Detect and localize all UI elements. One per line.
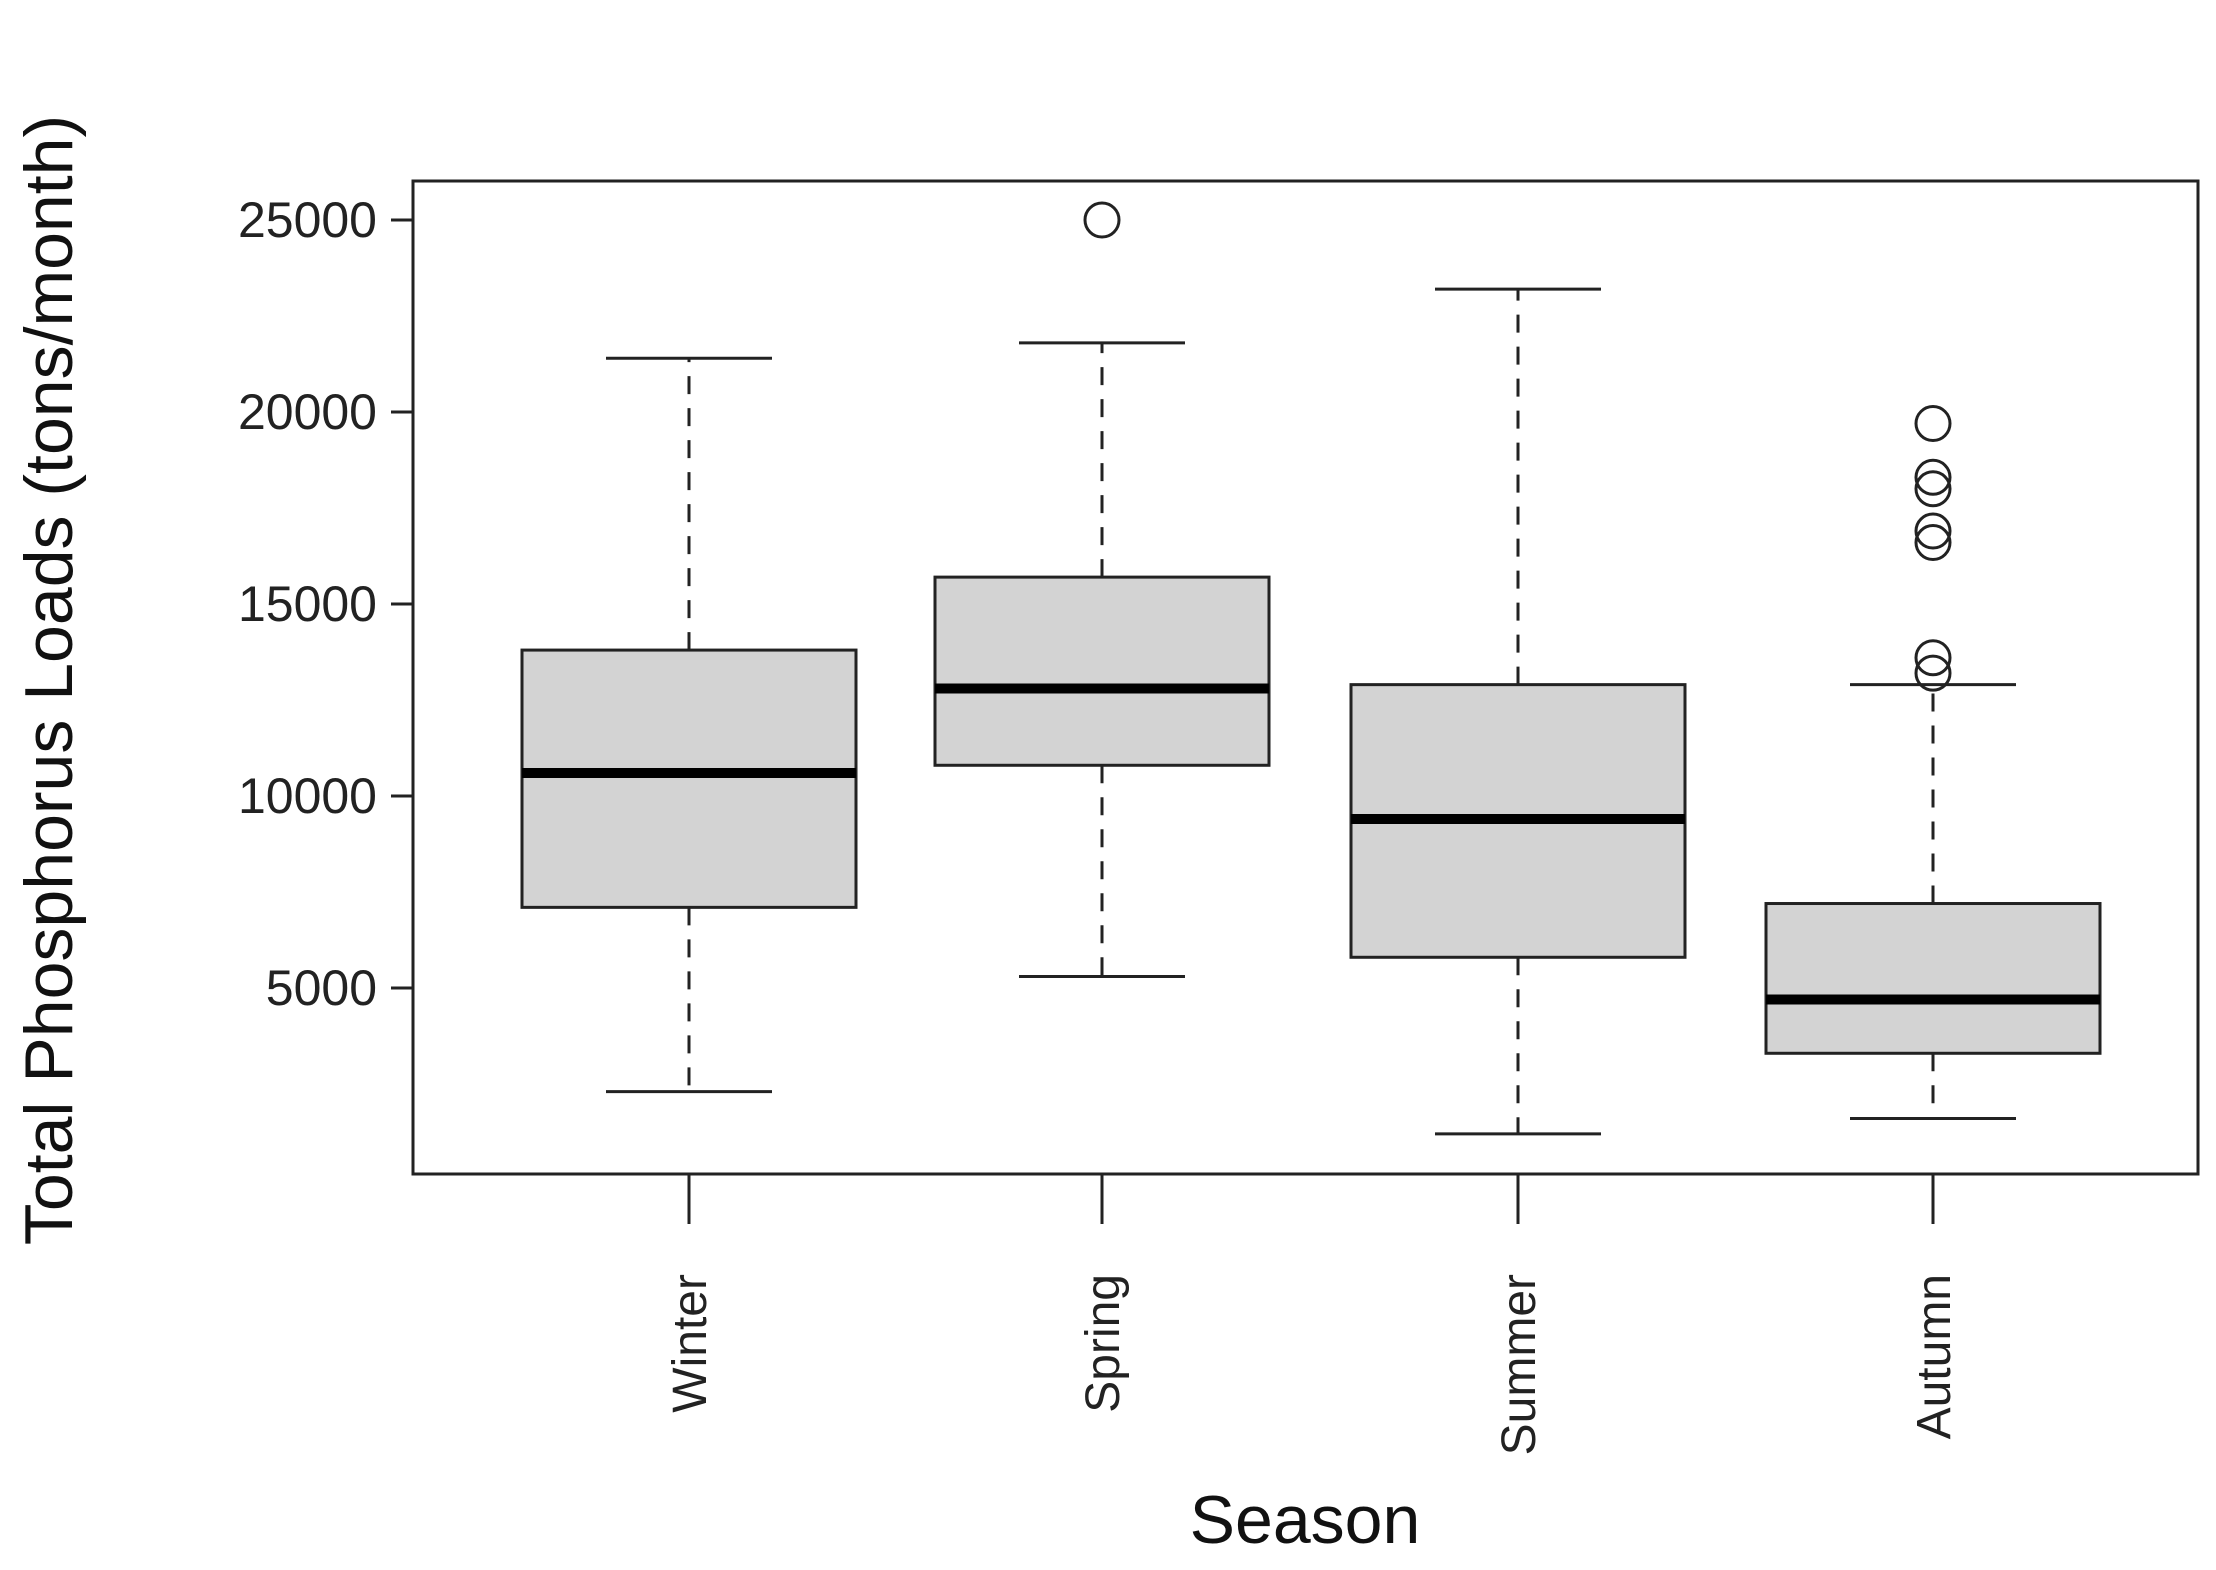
box-autumn <box>1764 405 2102 1121</box>
plot-frame <box>411 179 2200 1176</box>
outlier-point <box>1914 524 1952 562</box>
outlier-point <box>1914 639 1952 677</box>
outlier-point <box>1914 405 1952 443</box>
outlier-point <box>1914 654 1952 692</box>
box-winter <box>520 356 858 1094</box>
iqr-box <box>933 575 1271 767</box>
x-axis-title: Season <box>1190 1482 1421 1558</box>
outlier-point <box>1914 458 1952 496</box>
y-axis-title: Total Phosphorus Loads (tons/month) <box>11 115 87 1245</box>
outlier-point <box>1083 201 1121 239</box>
x-tick-label-autumn: Autumn <box>1908 1274 1961 1439</box>
iqr-box <box>1764 902 2102 1055</box>
y-tick-label: 20000 <box>238 384 377 440</box>
y-tick-label: 15000 <box>238 576 377 632</box>
x-tick-label-spring: Spring <box>1077 1274 1130 1413</box>
y-tick-label: 10000 <box>238 768 377 824</box>
box-summer <box>1349 287 1687 1136</box>
y-tick-label: 25000 <box>238 192 377 248</box>
outlier-point <box>1914 512 1952 550</box>
box-spring <box>933 201 1271 978</box>
y-axis: 5000 10000 15000 20000 25000 <box>238 192 413 1016</box>
outlier-point <box>1914 470 1952 508</box>
y-tick-label: 5000 <box>266 960 377 1016</box>
x-tick-label-winter: Winter <box>664 1274 717 1413</box>
boxes-group <box>520 201 2102 1136</box>
iqr-box <box>520 648 858 909</box>
x-axis: Winter Spring Summer Autumn <box>664 1174 1961 1455</box>
x-tick-label-summer: Summer <box>1493 1274 1546 1455</box>
